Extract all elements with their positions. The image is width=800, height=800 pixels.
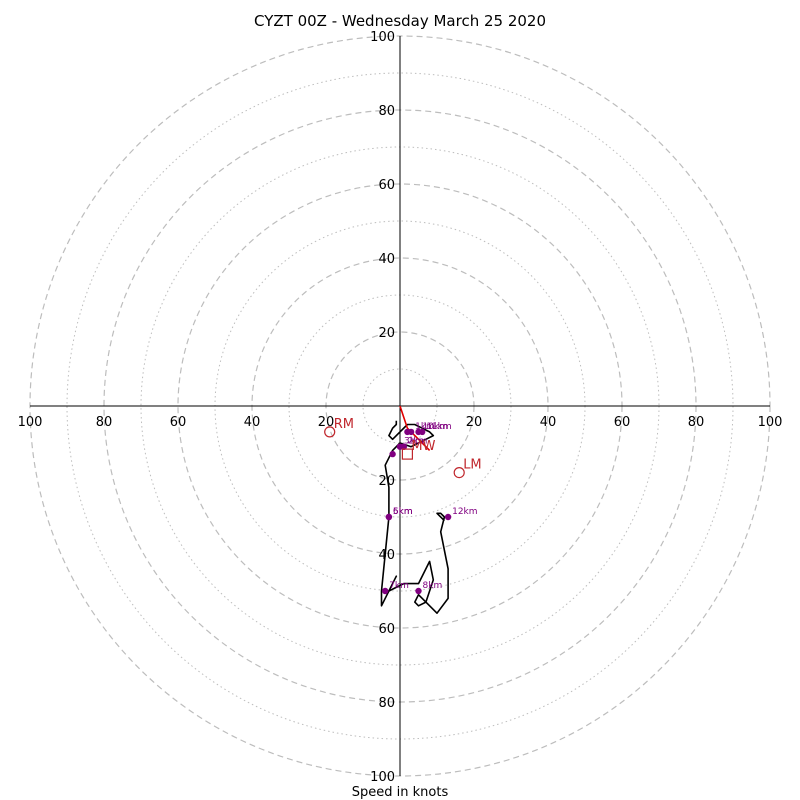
height-marker-label: 1km xyxy=(415,422,435,432)
height-marker xyxy=(382,587,389,595)
tick-label: 80 xyxy=(688,415,705,430)
height-marker-label: 11km xyxy=(426,422,451,432)
height-marker xyxy=(396,443,404,450)
storm-motion-label: RM xyxy=(334,417,354,432)
height-marker-label: 6km xyxy=(393,507,413,517)
tick-label: 100 xyxy=(18,415,43,430)
tick-label: 40 xyxy=(378,548,395,563)
tick-label: 60 xyxy=(378,622,395,637)
height-marker-label: 8km xyxy=(423,581,443,591)
height-marker-label: 12km xyxy=(452,507,477,517)
height-marker-label: 5km xyxy=(393,507,413,517)
height-marker xyxy=(407,428,415,436)
tick-label: 100 xyxy=(370,770,395,785)
tick-label: 20 xyxy=(378,474,395,489)
tick-label: 60 xyxy=(170,415,187,430)
storm-motion-marker xyxy=(324,426,336,438)
storm-motion-marker xyxy=(453,467,465,479)
tick-label: 40 xyxy=(378,252,395,267)
tick-label: 100 xyxy=(370,30,395,45)
storm-motion-label: MW xyxy=(411,439,435,454)
tick-label: 40 xyxy=(244,415,261,430)
hodograph-line xyxy=(380,420,449,614)
height-marker-label: 2km xyxy=(408,437,428,447)
tick-label: 20 xyxy=(318,415,335,430)
tick-label: 80 xyxy=(378,104,395,119)
height-marker xyxy=(444,513,452,521)
height-marker-label: 7km xyxy=(389,581,409,591)
tick-label: 20 xyxy=(466,415,483,430)
height-marker-label: 3km xyxy=(404,437,424,447)
height-marker xyxy=(415,587,422,595)
mean-wind-marker xyxy=(401,448,413,460)
tick-label: 80 xyxy=(378,696,395,711)
tick-labels: 20 40 60 80 100 20 40 60 80 100 20 40 60 80 100 100 80 60… xyxy=(18,30,783,785)
tick-label: 40 xyxy=(540,415,557,430)
storm-motion-label: LM xyxy=(463,458,481,473)
tick-label: 80 xyxy=(96,415,113,430)
x-axis-label: Speed in knots xyxy=(352,785,449,800)
tick-label: 60 xyxy=(378,178,395,193)
height-marker xyxy=(419,428,426,436)
height-marker xyxy=(385,513,393,521)
height-marker xyxy=(389,450,396,458)
tick-label: 100 xyxy=(758,415,783,430)
tick-label: 60 xyxy=(614,415,631,430)
storm-motion-markers: RM LM MW xyxy=(324,417,482,479)
chart-title: CYZT 00Z - Wednesday March 25 2020 xyxy=(254,12,546,30)
tick-label: 20 xyxy=(378,326,395,341)
height-marker-label: 10km xyxy=(423,422,448,432)
